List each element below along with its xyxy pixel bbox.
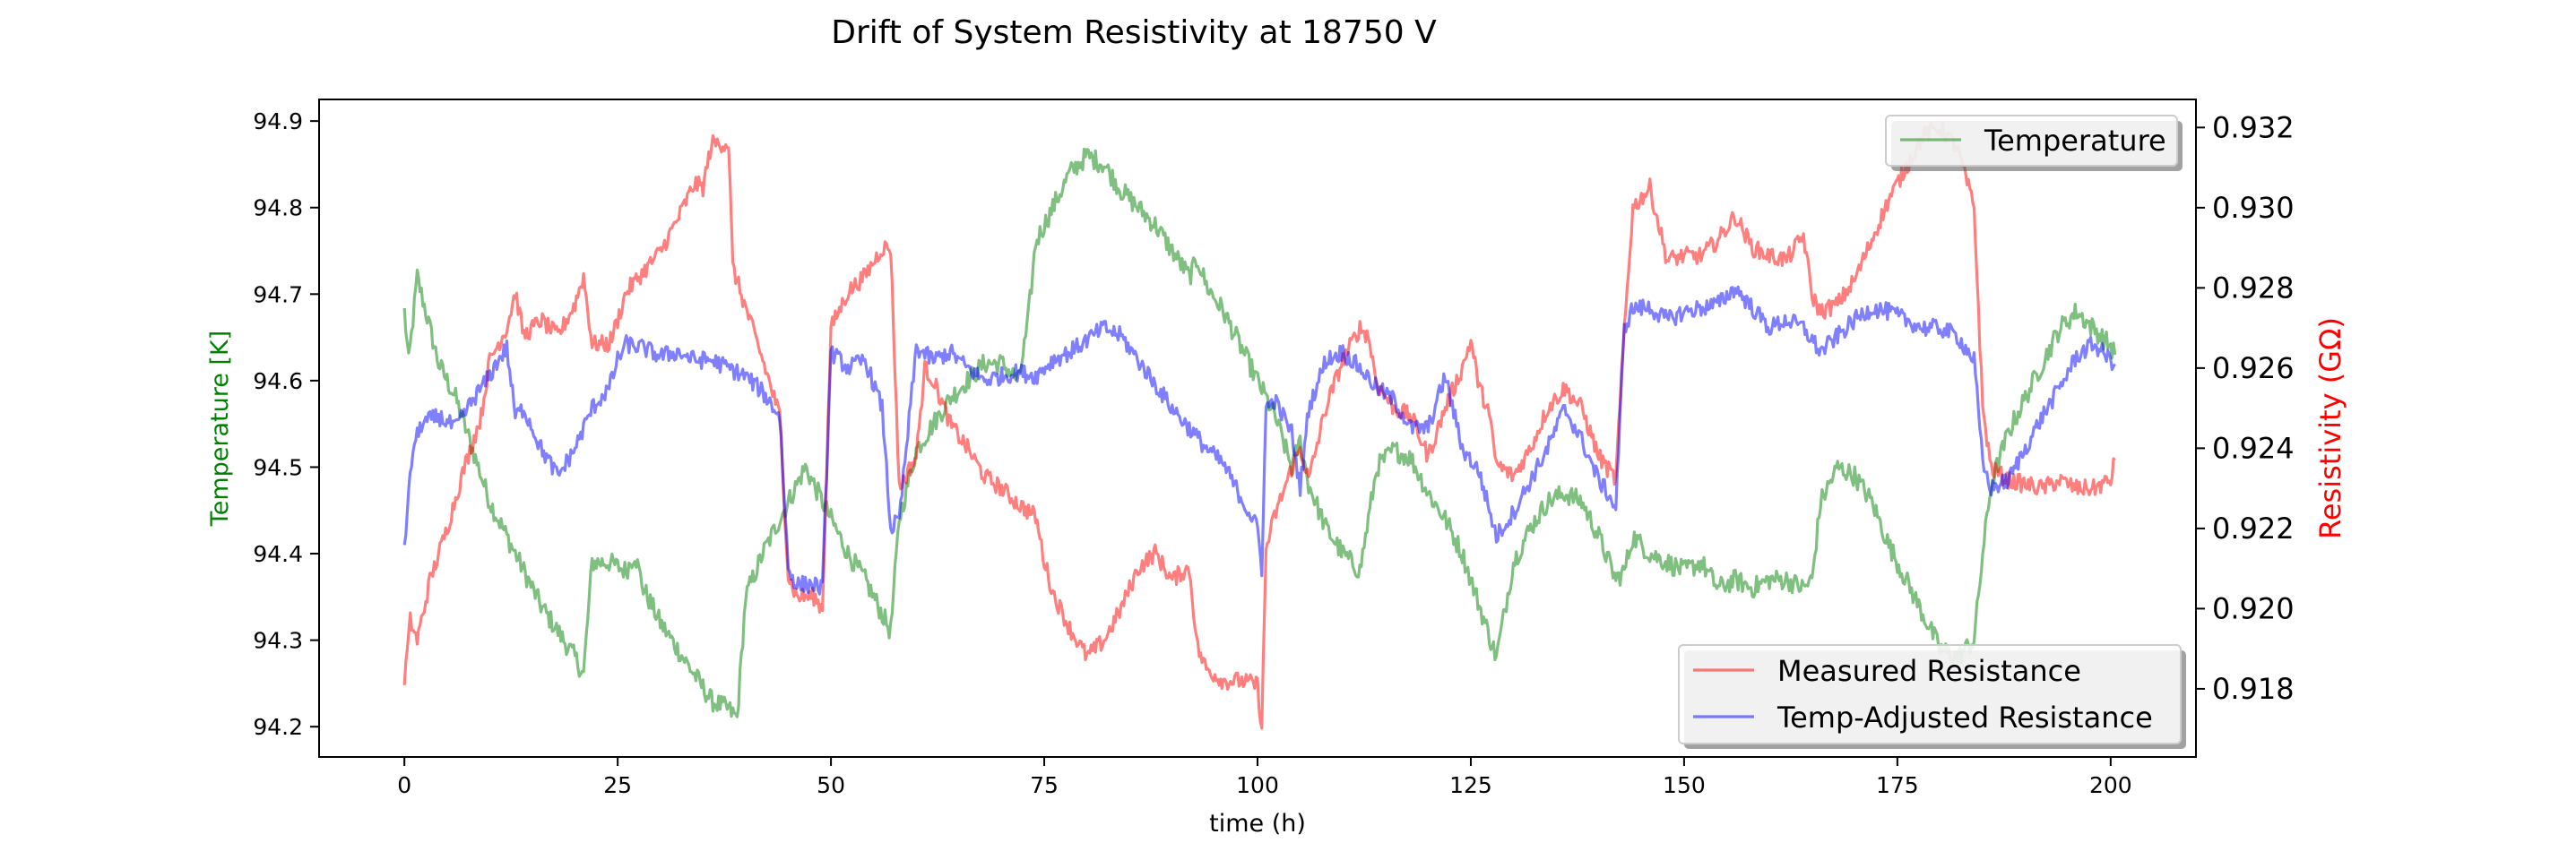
x-tick-label: 25 — [603, 772, 632, 798]
x-tick-label: 75 — [1030, 772, 1059, 798]
legend-label-temperature: Temperature — [1984, 124, 2166, 158]
y-right-tick-label: 0.918 — [2212, 672, 2295, 706]
y-left-tick-label: 94.8 — [253, 195, 303, 221]
x-tick-label: 150 — [1663, 772, 1706, 798]
chart-title: Drift of System Resistivity at 18750 V — [831, 14, 1437, 51]
x-tick-label: 125 — [1449, 772, 1492, 798]
y-axis-right-label: Resistivity (GΩ) — [2313, 317, 2347, 539]
y-right-tick-label: 0.928 — [2212, 271, 2295, 305]
y-axis-right: 0.918 0.920 0.922 0.924 0.926 0.928 0.930 0.932 — [2196, 110, 2295, 706]
y-right-tick-label: 0.932 — [2212, 110, 2295, 144]
y-left-tick-label: 94.5 — [253, 454, 303, 480]
y-right-tick-label: 0.926 — [2212, 351, 2295, 385]
legend-label-temp-adjusted-resistance: Temp-Adjusted Resistance — [1776, 701, 2153, 735]
series-line-measured-resistance — [402, 121, 2116, 730]
y-axis-left: 94.2 94.3 94.4 94.5 94.6 94.7 94.8 94.9 — [253, 108, 319, 740]
legend-resistance: Measured Resistance Temp-Adjusted Resist… — [1678, 644, 2186, 749]
legend-temperature: Temperature — [1885, 115, 2183, 171]
series-layer — [402, 121, 2117, 730]
series-line-temperature — [402, 147, 2117, 718]
y-right-tick-label: 0.930 — [2212, 191, 2295, 225]
x-tick-label: 50 — [817, 772, 845, 798]
legend-label-measured-resistance: Measured Resistance — [1777, 654, 2081, 688]
x-tick-label: 100 — [1236, 772, 1279, 798]
series-line-temp-adjusted-resistance — [402, 285, 2116, 596]
y-right-tick-label: 0.924 — [2212, 431, 2295, 465]
y-axis-left-label: Temperature [K] — [206, 331, 234, 527]
y-left-tick-label: 94.9 — [253, 108, 303, 134]
x-tick-label: 200 — [2089, 772, 2132, 798]
y-left-tick-label: 94.2 — [253, 714, 303, 740]
x-tick-label: 175 — [1876, 772, 1919, 798]
y-left-tick-label: 94.4 — [253, 541, 303, 567]
y-left-tick-label: 94.7 — [253, 281, 303, 307]
y-right-tick-label: 0.922 — [2212, 512, 2295, 546]
y-left-tick-label: 94.3 — [253, 628, 303, 654]
x-axis-label: time (h) — [1209, 810, 1306, 838]
x-tick-label: 0 — [397, 772, 411, 798]
y-left-tick-label: 94.6 — [253, 368, 303, 394]
y-right-tick-label: 0.920 — [2212, 591, 2295, 625]
x-axis: 0 25 50 75 100 125 150 175 200 — [397, 757, 2132, 798]
